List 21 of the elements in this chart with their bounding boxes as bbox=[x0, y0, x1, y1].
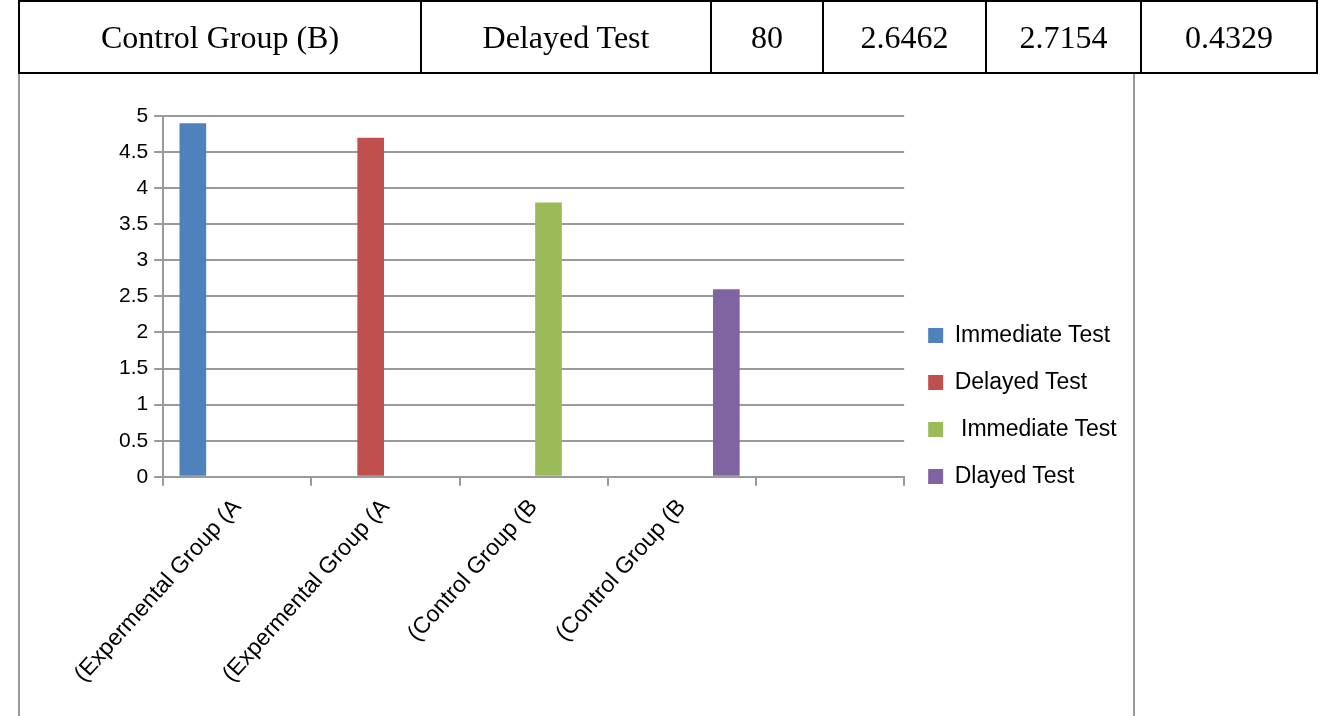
y-tick-label: 5 bbox=[136, 102, 149, 126]
y-tick-label: 3 bbox=[136, 247, 149, 271]
text: Delayed Test bbox=[420, 2, 710, 72]
y-tick-label: 1 bbox=[136, 391, 149, 415]
legend-label: Immediate Test bbox=[954, 320, 1111, 347]
y-tick-label: 2.5 bbox=[118, 283, 149, 307]
legend-label: Delayed Test bbox=[954, 367, 1088, 394]
legend-label: Dlayed Test bbox=[954, 461, 1076, 488]
y-tick-label: 0.5 bbox=[118, 427, 149, 451]
y-tick-label: 0 bbox=[136, 463, 149, 487]
text: 2.7154 bbox=[985, 2, 1140, 72]
legend-label: Immediate Test bbox=[954, 414, 1118, 441]
text: 2.6462 bbox=[822, 2, 985, 72]
text: 80 bbox=[710, 2, 822, 72]
text: Control Group (B) bbox=[99, 17, 341, 57]
y-tick-label: 4 bbox=[136, 174, 149, 198]
y-tick-label: 1.5 bbox=[118, 355, 149, 379]
y-tick-label: 4.5 bbox=[118, 138, 149, 162]
y-tick-label: 2 bbox=[136, 319, 149, 343]
y-tick-label: 3.5 bbox=[118, 211, 149, 235]
text: 0.4329 bbox=[1140, 2, 1316, 72]
